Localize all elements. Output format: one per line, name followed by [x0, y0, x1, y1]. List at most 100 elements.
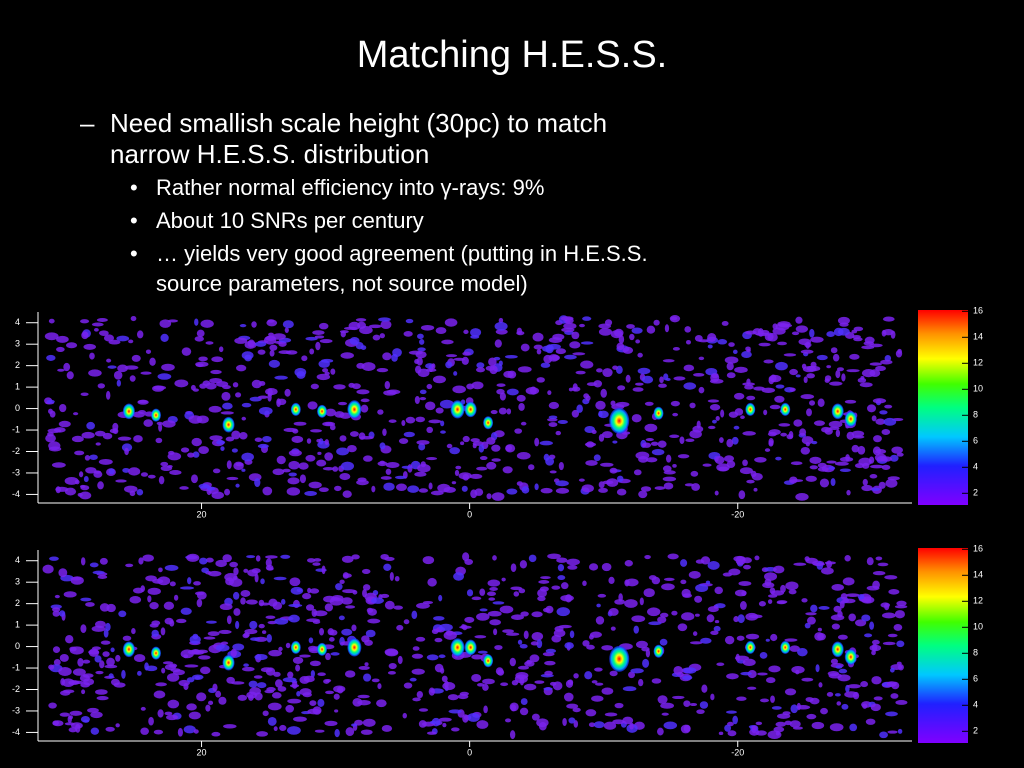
noise-blob — [790, 461, 803, 466]
noise-blob — [800, 349, 814, 354]
noise-blob — [93, 470, 103, 478]
noise-blob — [80, 624, 87, 634]
noise-blob — [672, 346, 680, 351]
noise-blob — [319, 322, 329, 330]
noise-blob — [560, 582, 569, 590]
noise-blob — [724, 724, 732, 732]
noise-blob — [683, 364, 695, 372]
noise-blob — [324, 452, 334, 461]
noise-blob — [372, 334, 381, 341]
noise-blob — [625, 374, 631, 383]
noise-blob — [491, 444, 501, 452]
noise-blob — [276, 455, 286, 465]
noise-blob — [366, 607, 374, 613]
noise-blob — [569, 341, 581, 349]
y-tick-label: -2 — [12, 684, 20, 694]
noise-blob — [585, 441, 595, 448]
noise-blob — [339, 579, 345, 585]
source-blob — [122, 403, 135, 420]
noise-blob — [265, 615, 276, 620]
noise-blob — [377, 683, 382, 690]
noise-blob — [469, 473, 483, 479]
noise-blob — [683, 382, 697, 390]
noise-blob — [767, 332, 778, 342]
noise-blob — [785, 581, 799, 591]
noise-blob — [380, 476, 392, 480]
noise-blob — [244, 628, 258, 635]
noise-blob — [200, 319, 214, 328]
noise-blob — [573, 673, 579, 679]
noise-blob — [403, 619, 410, 625]
noise-blob — [186, 703, 197, 711]
noise-blob — [339, 473, 351, 481]
noise-blob — [136, 489, 144, 496]
noise-blob — [688, 570, 701, 579]
noise-blob — [105, 390, 111, 400]
noise-blob — [106, 657, 115, 667]
noise-blob — [486, 591, 497, 597]
noise-blob — [242, 633, 250, 639]
noise-blob — [470, 335, 480, 339]
noise-blob — [54, 594, 60, 599]
noise-blob — [299, 688, 312, 696]
noise-blob — [269, 344, 278, 351]
noise-blob — [698, 356, 705, 361]
noise-blob — [122, 467, 130, 473]
noise-blob — [205, 620, 217, 624]
noise-blob — [384, 600, 395, 610]
noise-blob — [336, 447, 349, 456]
colorbar — [918, 310, 968, 505]
source-blob — [222, 654, 235, 671]
colorbar-tick-label: 6 — [973, 674, 978, 684]
noise-blob — [63, 591, 77, 598]
noise-blob — [235, 392, 242, 398]
noise-blob — [104, 664, 118, 669]
noise-blob — [249, 620, 258, 630]
noise-blob — [549, 470, 557, 474]
noise-blob — [233, 567, 239, 576]
noise-blob — [895, 699, 908, 705]
noise-blob — [83, 719, 90, 723]
noise-blob — [719, 437, 724, 443]
noise-blob — [416, 690, 424, 699]
noise-blob — [179, 486, 189, 490]
noise-blob — [194, 318, 199, 326]
noise-blob — [241, 416, 247, 421]
noise-blob — [434, 637, 443, 643]
noise-blob — [426, 654, 439, 661]
noise-blob — [714, 490, 719, 496]
noise-blob — [709, 404, 721, 411]
noise-blob — [595, 682, 604, 686]
noise-blob — [325, 408, 337, 417]
noise-blob — [775, 361, 788, 371]
noise-blob — [757, 672, 768, 676]
noise-blob — [317, 698, 325, 707]
noise-blob — [155, 437, 163, 444]
noise-blob — [657, 727, 664, 736]
noise-blob — [447, 694, 459, 701]
noise-blob — [811, 721, 825, 730]
x-tick-label: 20 — [197, 509, 207, 519]
noise-blob — [857, 445, 866, 455]
noise-blob — [306, 438, 312, 444]
noise-blob — [540, 362, 551, 368]
noise-blob — [775, 384, 785, 389]
noise-blob — [672, 695, 685, 700]
noise-blob — [229, 578, 243, 587]
noise-blob — [106, 603, 116, 613]
noise-blob — [495, 328, 508, 335]
noise-blob — [308, 645, 318, 652]
noise-blob — [591, 429, 597, 435]
noise-blob — [371, 597, 384, 604]
noise-blob — [284, 327, 289, 333]
noise-blob — [435, 327, 447, 334]
noise-blob — [732, 349, 738, 355]
noise-blob — [784, 688, 797, 696]
noise-blob — [95, 689, 108, 695]
noise-blob — [759, 651, 768, 659]
noise-blob — [356, 389, 370, 395]
noise-blob — [98, 458, 113, 465]
noise-blob — [209, 435, 223, 441]
noise-blob — [846, 593, 860, 597]
